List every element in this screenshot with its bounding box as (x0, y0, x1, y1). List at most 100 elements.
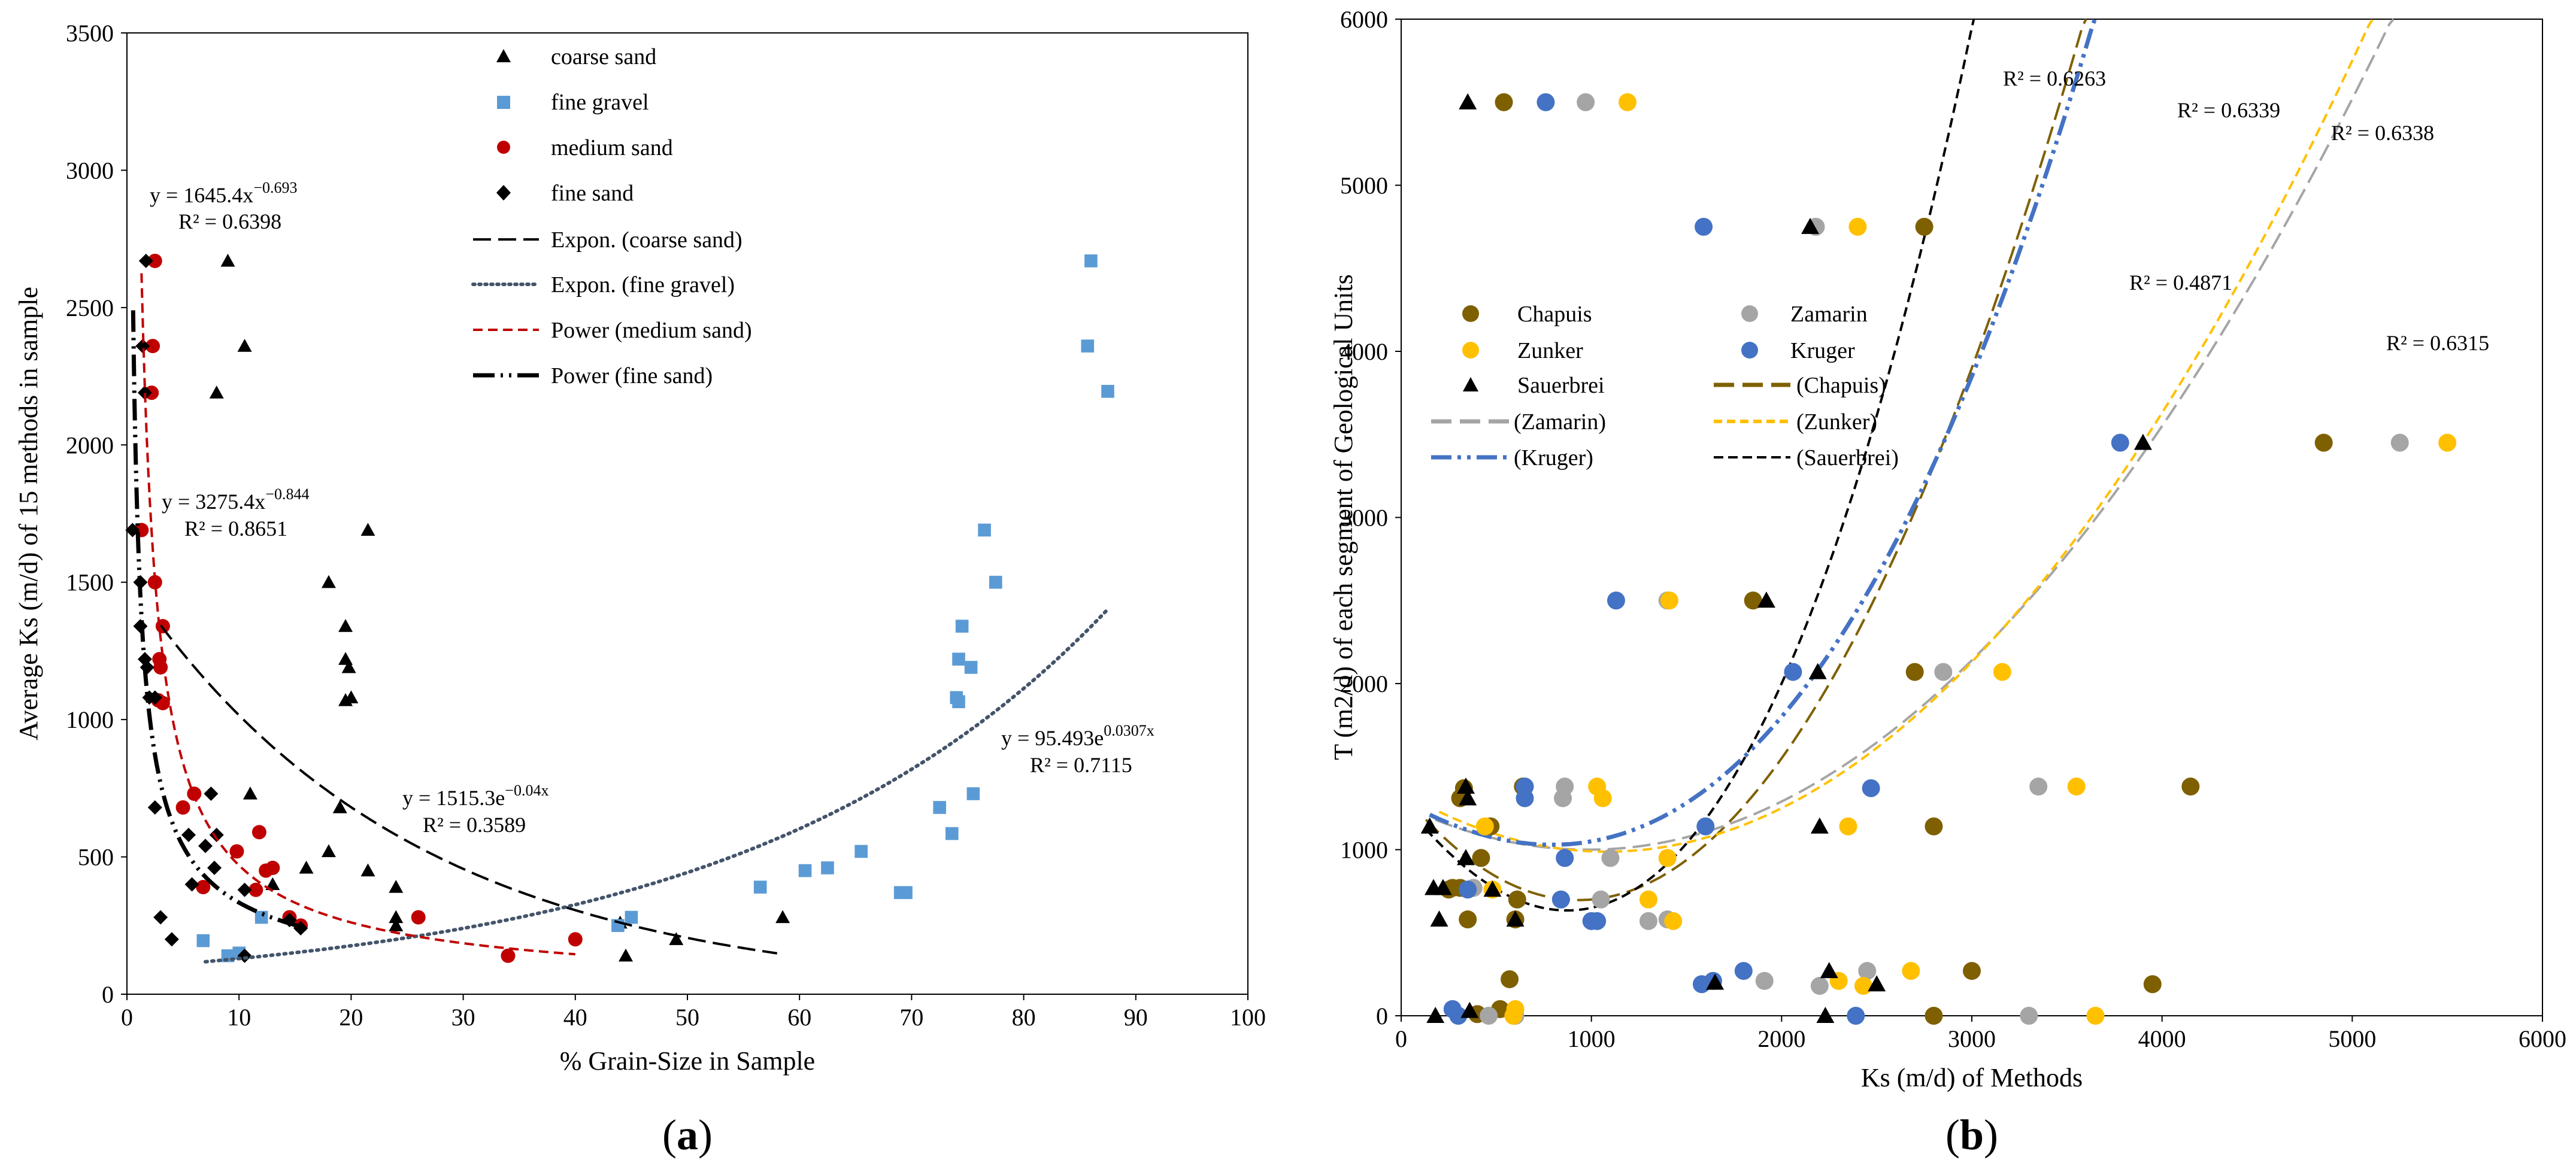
legend-item-fine-sand: fine sand (496, 181, 634, 206)
point-zamarin-18 (1480, 1007, 1498, 1025)
point-coarse-sand-13 (299, 860, 314, 874)
point-zamarin-12 (1755, 971, 1774, 990)
point-zamarin-5 (2390, 433, 2409, 452)
legend-label-trend-chapuis: (Chapuis) (1796, 373, 1886, 398)
panel-b-axis-ticks: 0 1000 2000 3000 4000 5000 6000 0 1000 2000 3000 40… (1340, 6, 2566, 1052)
x-tick-label-80: 80 (1012, 1004, 1036, 1031)
annotation-fine-sand-equation-text: y = 1645.4x (150, 183, 253, 207)
point-zamarin-11 (1592, 890, 1610, 909)
point-zunker-6 (2438, 433, 2457, 452)
point-sauerbrei-5 (2133, 433, 2152, 450)
point-medium-sand-0 (147, 253, 162, 268)
x-tick-label-60: 60 (787, 1004, 811, 1031)
point-medium-sand-7 (153, 660, 168, 675)
point-zunker-11 (1664, 912, 1683, 930)
point-kruger-19 (1449, 1007, 1468, 1025)
point-kruger-15 (1734, 962, 1753, 980)
panel-b-sublabel-letter: b (1960, 1111, 1984, 1159)
point-chapuis-6 (2314, 433, 2333, 452)
point-fine-gravel-10 (966, 787, 980, 800)
point-medium-sand-1 (146, 339, 160, 354)
point-zunker-19 (1506, 1000, 1525, 1018)
legend-item-trend-zamarin: (Zamarin) (1431, 409, 1606, 435)
y-tick-label-3000: 3000 (1340, 505, 1388, 532)
y-tick-label-5000: 5000 (1340, 172, 1388, 199)
point-chapuis-14 (1501, 970, 1519, 988)
point-fine-gravel-6 (952, 652, 965, 666)
point-coarse-sand-5 (338, 619, 353, 632)
point-zunker-9 (1475, 817, 1494, 836)
point-kruger-0 (1536, 93, 1555, 111)
point-fine-gravel-21 (254, 910, 268, 924)
legend-item-trend-zunker: (Zunker) (1714, 409, 1877, 435)
point-coarse-sand-7 (341, 660, 356, 673)
annotation-fine-sand-equation: y = 1645.4x−0.693 R² = 0.6398 (150, 179, 297, 233)
point-coarse-sand-21 (669, 932, 684, 945)
point-sauerbrei-2 (1757, 591, 1775, 608)
point-fine-gravel-18 (893, 886, 907, 900)
point-coarse-sand-14 (265, 877, 280, 891)
point-fine-gravel-19 (625, 910, 638, 924)
panel-b-y-axis-title: T (m2/d) of each segment of Geological U… (1329, 274, 1358, 760)
point-zunker-0 (1619, 93, 1637, 111)
panel-a-x-axis-title: % Grain-Size in Sample (560, 1046, 815, 1076)
point-fine-sand-2 (137, 385, 152, 400)
annotation-fine-sand-r2: R² = 0.6398 (178, 209, 281, 233)
x-tick-label-20: 20 (339, 1004, 363, 1031)
point-fine-gravel-12 (945, 827, 959, 840)
point-chapuis-2 (1744, 591, 1762, 610)
x-tick-label-6000: 6000 (2519, 1025, 2566, 1052)
point-fine-gravel-16 (753, 880, 767, 894)
legend-label-fine-sand: fine sand (551, 181, 634, 206)
point-zunker-1 (1848, 217, 1867, 236)
legend-item-trend-chapuis: (Chapuis) (1714, 373, 1886, 398)
point-fine-gravel-2 (1101, 385, 1114, 398)
point-medium-sand-22 (568, 932, 583, 947)
point-sauerbrei-14 (1430, 910, 1448, 927)
svg-text:y = 1645.4x−0.693: y = 1645.4x−0.693 (150, 179, 297, 207)
point-kruger-1 (1695, 217, 1713, 236)
point-kruger-4 (1862, 779, 1880, 797)
x-tick-label-10: 10 (227, 1004, 251, 1031)
point-fine-gravel-5 (955, 620, 969, 633)
point-zamarin-7 (1554, 789, 1572, 807)
point-coarse-sand-22 (775, 910, 790, 924)
point-sauerbrei-4 (1810, 817, 1829, 834)
trendline-kruger (1429, 18, 2097, 847)
legend-swatch-fine-gravel (497, 96, 510, 109)
point-kruger-13 (1459, 880, 1477, 899)
point-sauerbrei-13 (1425, 879, 1443, 895)
point-fine-sand-15 (207, 860, 222, 875)
legend-label-trend-zunker: (Zunker) (1796, 409, 1877, 435)
point-chapuis-10 (1472, 849, 1490, 867)
point-zamarin-14 (1858, 962, 1877, 980)
point-coarse-sand-16 (389, 880, 404, 893)
point-chapuis-1 (1915, 217, 1933, 236)
point-kruger-5 (2111, 433, 2129, 452)
legend-item-medium-sand: medium sand (497, 135, 673, 160)
point-fine-gravel-14 (821, 861, 834, 875)
legend-item-fine-gravel: fine gravel (497, 90, 649, 115)
point-coarse-sand-12 (321, 844, 336, 857)
annotation-medium-sand-equation: y = 3275.4x−0.844 R² = 0.8651 (162, 485, 309, 541)
legend-label-trend-kruger: (Kruger) (1514, 445, 1593, 470)
point-coarse-sand-2 (237, 339, 252, 352)
y-tick-label-1000: 1000 (1340, 837, 1388, 864)
r2-zamarin: R² = 0.4871 (2129, 271, 2232, 294)
point-fine-gravel-15 (798, 864, 812, 877)
point-kruger-12 (1551, 890, 1570, 909)
legend-item-power-medium-sand: Power (medium sand) (473, 318, 752, 343)
point-fine-gravel-24 (196, 934, 210, 948)
legend-item-sauerbrei: Sauerbrei (1463, 373, 1605, 398)
legend-item-power-fine-sand: Power (fine sand) (473, 363, 713, 388)
point-fine-sand-14 (198, 839, 213, 854)
annotation-fine-gravel-equation-text: y = 95.493e (1001, 726, 1104, 750)
y-tick-label-500: 500 (78, 844, 114, 871)
point-chapuis-4 (1925, 817, 1943, 836)
point-chapuis-0 (1495, 93, 1513, 111)
r2-zunker: R² = 0.6315 (2386, 331, 2489, 355)
point-kruger-7 (1516, 789, 1534, 807)
legend-label-expon-coarse-sand: Expon. (coarse sand) (551, 227, 743, 253)
point-kruger-11 (1582, 912, 1601, 930)
point-zunker-14 (1902, 962, 1920, 980)
